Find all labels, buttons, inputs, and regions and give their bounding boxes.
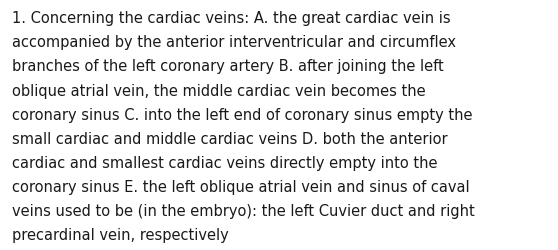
Text: coronary sinus E. the left oblique atrial vein and sinus of caval: coronary sinus E. the left oblique atria… bbox=[12, 179, 470, 194]
Text: small cardiac and middle cardiac veins D. both the anterior: small cardiac and middle cardiac veins D… bbox=[12, 131, 448, 146]
Text: precardinal vein, respectively: precardinal vein, respectively bbox=[12, 227, 229, 242]
Text: accompanied by the anterior interventricular and circumflex: accompanied by the anterior interventric… bbox=[12, 35, 456, 50]
Text: branches of the left coronary artery B. after joining the left: branches of the left coronary artery B. … bbox=[12, 59, 444, 74]
Text: veins used to be (in the embryo): the left Cuvier duct and right: veins used to be (in the embryo): the le… bbox=[12, 203, 475, 218]
Text: cardiac and smallest cardiac veins directly empty into the: cardiac and smallest cardiac veins direc… bbox=[12, 155, 438, 170]
Text: 1. Concerning the cardiac veins: A. the great cardiac vein is: 1. Concerning the cardiac veins: A. the … bbox=[12, 11, 451, 26]
Text: oblique atrial vein, the middle cardiac vein becomes the: oblique atrial vein, the middle cardiac … bbox=[12, 83, 426, 98]
Text: coronary sinus C. into the left end of coronary sinus empty the: coronary sinus C. into the left end of c… bbox=[12, 107, 473, 122]
